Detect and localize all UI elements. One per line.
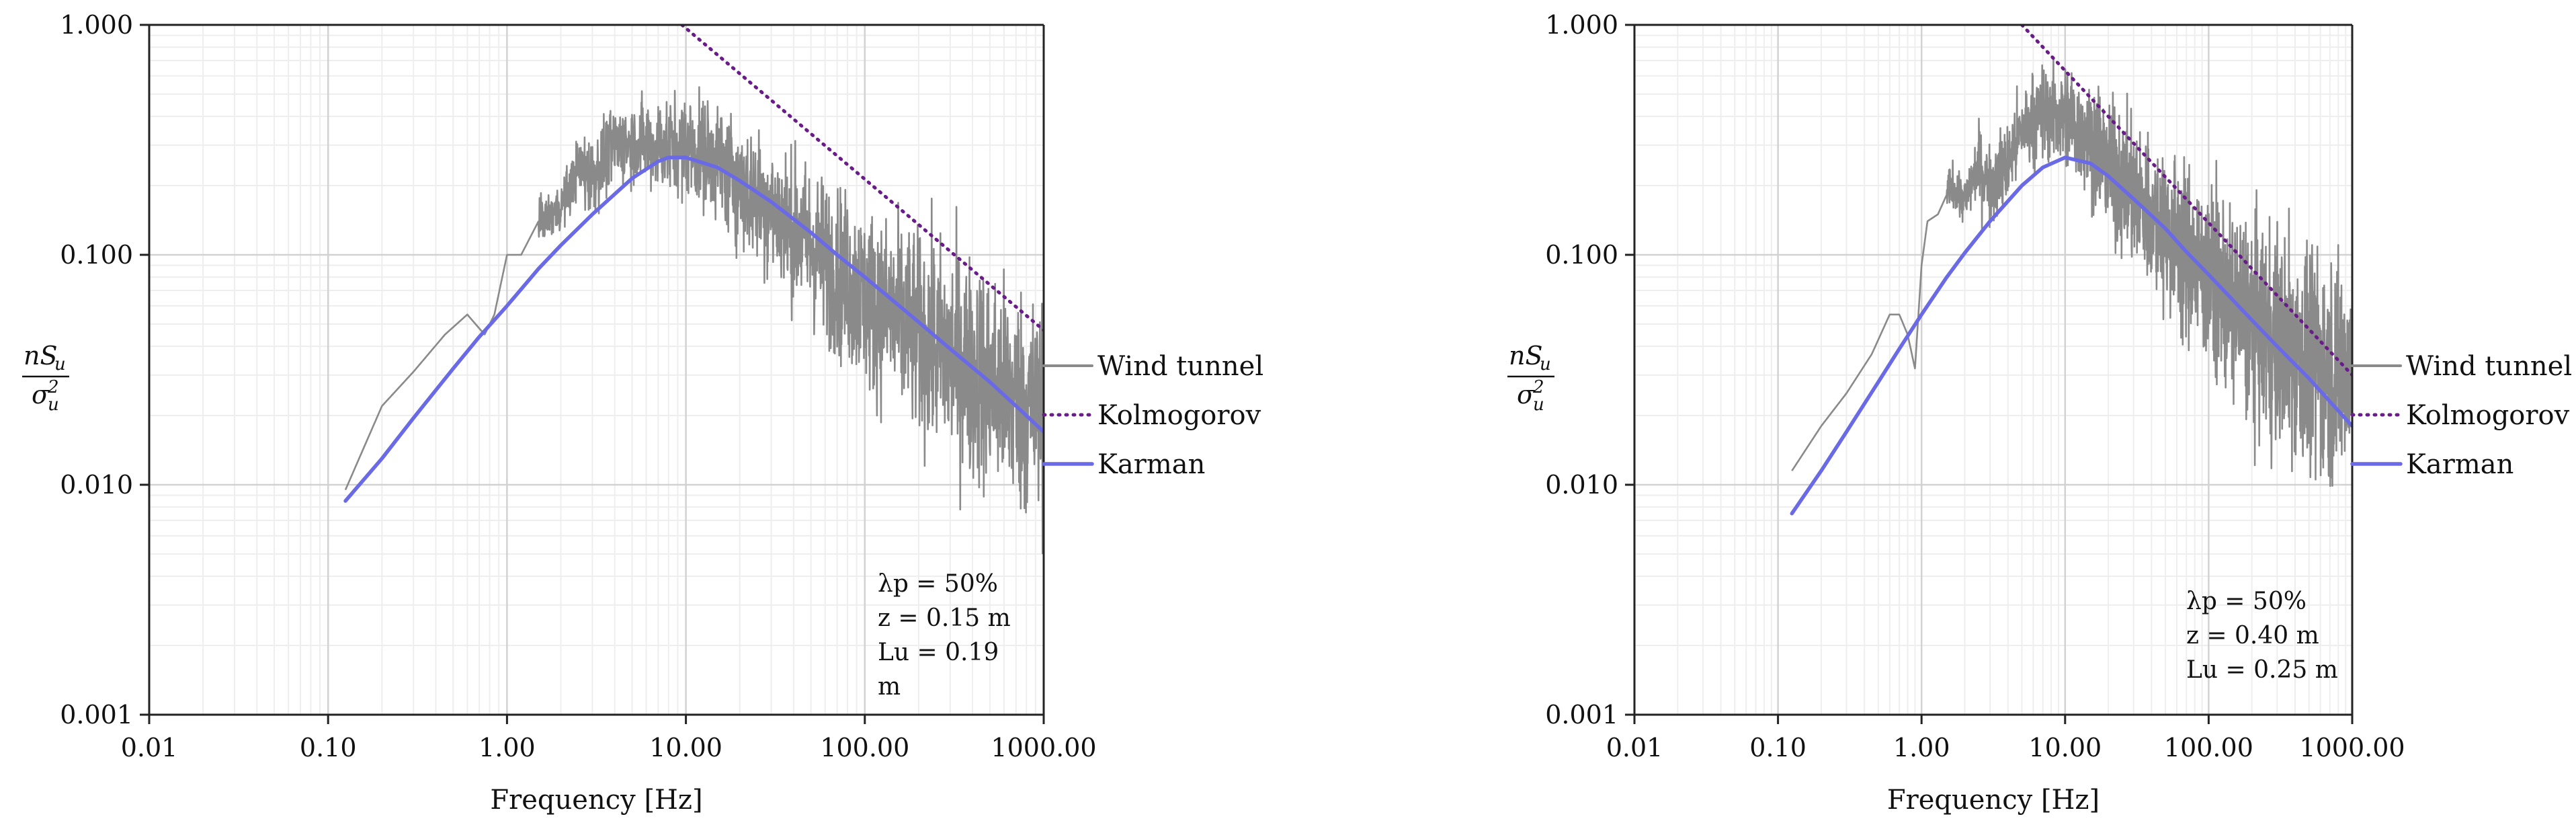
y-axis-label-numerator-sub: u [54,354,66,374]
y-axis-label-numerator: nS [1509,341,1543,370]
x-tick-label: 1.00 [1893,733,1950,762]
annotation-line: z = 0.15 m [878,604,1011,632]
x-tick-label: 1.00 [479,733,536,762]
x-tick-label: 0.10 [300,733,357,762]
x-tick-label: 0.01 [121,733,178,762]
series-karman [1790,155,2352,516]
series-group [1790,25,2352,516]
annotation-line: λp = 50% [878,570,998,598]
series-karman [343,155,1044,503]
y-tick-label: 0.010 [60,470,133,500]
y-axis-label-denominator-sub: u [48,395,59,415]
x-axis-label: Frequency [Hz] [490,785,702,816]
y-axis-label-numerator: nS [24,341,58,370]
x-tick-label: 0.10 [1749,733,1806,762]
x-tick-label: 100.00 [2164,733,2253,762]
annotation-line: z = 0.40 m [2186,622,2319,649]
y-tick-label: 0.010 [1545,470,1618,500]
legend-label-wind-tunnel: Wind tunnel [1097,351,1263,382]
legend-label-kolmogorov: Kolmogorov [1097,400,1261,431]
y-axis-label-numerator-sub: u [1540,354,1551,374]
y-tick-label: 0.001 [60,700,133,729]
x-tick-label: 10.00 [649,733,722,762]
chart-panel-2: 0.01 0.10 1.00 10.00 100.00 1000.00 0.001 0.010… [1507,10,2572,816]
legend-label-karman: Karman [2406,449,2513,480]
series-kolmogorov [2020,25,2352,377]
y-axis-label-denominator-sup: 2 [47,377,59,397]
x-tick-label: 1000.00 [2299,733,2405,762]
y-tick-label: 1.000 [1545,10,1618,40]
y-axis-label-denominator: σ [32,380,50,409]
annotation-line: m [878,673,901,701]
chart-panel-1: 0.01 0.10 1.00 10.00 100.00 1000.00 0.001 0.010… [22,10,1263,816]
series-kolmogorov [680,25,1044,332]
x-tick-label: 0.01 [1606,733,1663,762]
x-tick-label: 10.00 [2028,733,2102,762]
legend-label-wind-tunnel: Wind tunnel [2406,351,2572,382]
y-tick-label: 1.000 [60,10,133,40]
y-tick-label: 0.001 [1545,700,1618,729]
x-tick-label: 1000.00 [991,733,1096,762]
y-axis-label-denominator: σ [1517,380,1535,409]
legend-label-karman: Karman [1097,449,1205,480]
series-wind-tunnel [1791,58,2352,487]
y-axis-label-denominator-sub: u [1533,395,1544,415]
annotation-line: λp = 50% [2186,588,2307,615]
x-axis-label: Frequency [Hz] [1887,785,2100,816]
annotation-line: Lu = 0.19 [878,639,999,666]
y-tick-label: 0.100 [60,240,133,270]
grid [148,24,1045,716]
y-axis-label-denominator-sup: 2 [1532,377,1544,397]
legend-label-kolmogorov: Kolmogorov [2406,400,2570,431]
series-group [343,25,1044,555]
series-wind-tunnel [344,86,1044,555]
annotation-line: Lu = 0.25 m [2186,656,2338,684]
x-tick-label: 100.00 [820,733,909,762]
y-tick-label: 0.100 [1545,240,1618,270]
